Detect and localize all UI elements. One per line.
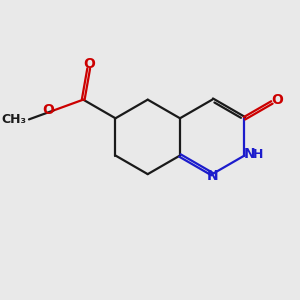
Text: N: N — [207, 169, 219, 183]
Text: H: H — [253, 148, 263, 160]
Text: O: O — [83, 56, 95, 70]
Text: O: O — [43, 103, 54, 117]
Text: N: N — [244, 147, 255, 161]
Text: CH₃: CH₃ — [1, 113, 26, 126]
Text: O: O — [271, 93, 283, 107]
